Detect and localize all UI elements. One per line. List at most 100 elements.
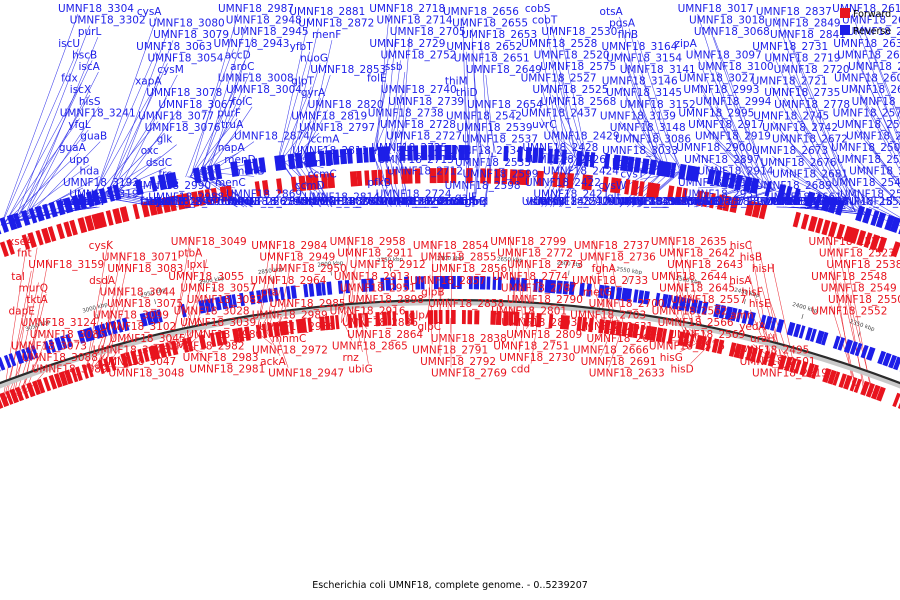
gene-label: UMNF18_2598 [445,180,521,192]
gene-feature [538,279,543,293]
gene-label: alkB [697,196,720,208]
gene-feature [197,190,206,206]
gene-label: UMNF18_2916 [330,306,406,318]
gene-feature [0,392,10,408]
gene-feature [214,296,222,311]
gene-label: fadJ [140,196,160,208]
gene-feature [564,315,570,330]
gene-label: UMNF18_2988 [148,192,224,204]
gene-label: UMNF18_2520 [534,49,610,61]
leader-line [277,51,310,163]
gene-feature [47,226,57,242]
gene-feature [815,330,825,345]
gene-feature [656,160,666,177]
gene-label: UMNF18_2986 [259,321,335,333]
gene-label: UMNF18_2731 [752,41,828,53]
tick-mark [858,331,861,337]
gene-label: hisB [740,252,762,264]
gene-feature [535,313,542,328]
gene-label: purC [59,196,84,208]
gene-feature [654,292,661,307]
gene-label: UMNF18_2523 [819,248,895,260]
gene-label: UMNF18_2803 [501,317,577,329]
gene-feature [876,386,886,402]
gene-label: UMNF18_3102 [100,321,176,333]
gene-label: UMNF18_2943 [214,38,290,50]
gene-feature [776,184,787,201]
gene-feature [0,229,2,235]
gene-feature [386,311,392,326]
gene-label: guaA [59,142,87,154]
tick-mark [96,313,99,319]
gene-label: UMNF18_3071 [102,252,178,264]
gene-label: UMNF18_2787 [501,282,577,294]
gene-label: UMNF18_3020 [618,196,694,208]
tick-label: 2800 kbp [317,260,344,268]
gene-label: ccmD [295,180,325,192]
gene-feature [42,203,51,220]
gene-label: yfgL [68,119,91,131]
gene-feature [349,171,358,187]
gene-feature [603,319,611,335]
leader-line [117,144,177,193]
gene-feature [638,181,645,197]
leader-line [23,259,49,394]
leader-line [274,330,289,368]
gene-feature [64,369,74,385]
leader-line [207,106,253,174]
tick-label: 2700 kbp [437,256,463,262]
gene-label: UMNF18_2537 [462,134,538,146]
leader-line [394,71,406,154]
gene-feature [838,373,847,388]
leader-line [713,37,772,190]
gene-label: UMNF18_2868 [233,196,309,208]
gene-feature [119,206,130,223]
gene-feature [310,151,317,167]
gene-feature [347,313,353,329]
gene-feature [716,339,725,355]
gene-feature [120,352,129,368]
gene-label: UMNF18_2778 [774,99,850,111]
gene-feature [192,167,202,184]
gene-feature [41,227,52,244]
gene-feature [724,306,733,321]
gene-feature [186,337,194,352]
leader-line [15,317,41,397]
leader-line [398,106,409,153]
gene-feature [339,148,348,165]
gene-feature [325,149,334,166]
gene-feature [490,310,497,325]
gene-label: UMNF18_2547 [849,196,900,208]
gene-label: UMNF18_2429 [544,131,620,143]
gene-feature [805,362,815,378]
gene-label: UMNF18_2624 [368,196,444,208]
gene-feature [848,227,860,244]
gene-feature [837,337,846,351]
leader-line [2,118,80,226]
gene-label: UMNF18_2609 [852,96,900,108]
gene-feature [332,149,340,165]
gene-feature [730,307,738,322]
leader-line [349,247,358,323]
gene-feature [583,151,590,167]
gene-feature [6,214,18,231]
gene-feature [649,326,658,342]
gene-label: pgsA [609,18,636,30]
leader-line [181,282,201,348]
gene-feature [256,290,263,304]
gene-label: UMNF18_3039 [180,317,256,329]
gene-label: UMNF18_2422 [525,177,601,189]
gene-label: UMNF18_2886 [342,317,418,329]
gene-feature [610,177,618,194]
leader-line [189,118,238,177]
gene-label: hisA [729,275,752,287]
gene-label: UMNF18_2947 [268,368,344,380]
gene-label: flhB [618,29,638,41]
gene-label: UMNF18_2689 [756,180,832,192]
gene-label: UMNF18_3154 [606,52,682,64]
gene-label: UMNF18_2632 [371,196,447,208]
leader-line [384,25,397,154]
gene-label: UMNF18_2437 [521,107,597,119]
gene-feature [681,187,688,204]
